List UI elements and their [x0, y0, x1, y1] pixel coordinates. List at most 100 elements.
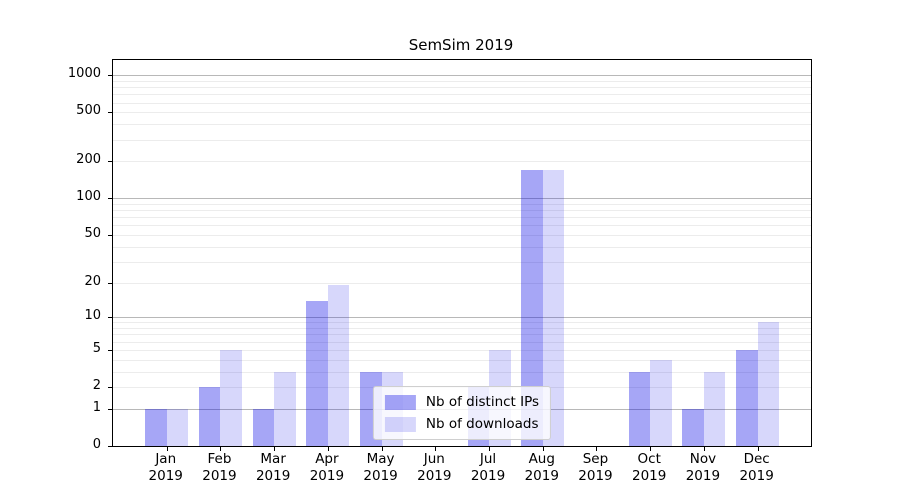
bar-distinct-ips-apr	[306, 300, 328, 446]
legend-label: Nb of downloads	[425, 416, 539, 432]
minor-gridline	[113, 328, 811, 330]
minor-gridline	[113, 210, 811, 212]
legend: Nb of distinct IPs Nb of downloads	[372, 386, 552, 440]
x-tick-label-jul: Jul 2019	[470, 451, 506, 484]
y-tick-label: 1000	[67, 66, 101, 82]
legend-label: Nb of distinct IPs	[425, 394, 540, 410]
y-tick	[108, 317, 112, 319]
bar-downloads-aug	[542, 170, 565, 446]
bar-downloads-mar	[274, 371, 296, 446]
y-tick	[108, 161, 112, 163]
x-tick	[327, 447, 329, 451]
x-tick	[542, 447, 544, 451]
major-gridline	[113, 75, 811, 77]
x-tick-label-apr: Apr 2019	[309, 451, 345, 484]
legend-entry: Nb of downloads	[384, 416, 539, 432]
legend-swatch-distinct-ips	[384, 394, 416, 410]
y-axis-labels: 0 1 2 5 10 20 50 100 200 500 1000	[0, 59, 101, 452]
bar-downloads-oct	[650, 359, 672, 446]
x-tick	[650, 447, 652, 451]
y-tick	[108, 387, 112, 389]
minor-gridline	[113, 371, 811, 373]
x-tick-label-dec: Dec 2019	[739, 451, 774, 484]
x-tick	[381, 447, 383, 451]
bar-distinct-ips-oct	[628, 371, 651, 446]
x-tick-label-aug: Aug 2019	[524, 451, 559, 484]
x-tick-label-jan: Jan 2019	[148, 451, 183, 484]
major-gridline	[113, 317, 811, 319]
minor-gridline	[113, 234, 811, 236]
x-tick	[757, 447, 759, 451]
x-tick	[435, 447, 437, 451]
x-tick-label-sep: Sep 2019	[578, 451, 613, 484]
minor-gridline	[113, 334, 811, 336]
x-axis-labels: Jan 2019 Feb 2019 Mar 2019 Apr 2019 May 2019…	[112, 451, 810, 491]
x-tick-label-may: May 2019	[363, 451, 398, 484]
x-tick-label-oct: Oct 2019	[632, 451, 667, 484]
bar-downloads-feb	[220, 349, 242, 446]
minor-gridline	[113, 341, 811, 343]
bar-distinct-ips-nov	[682, 408, 704, 446]
y-tick	[108, 198, 112, 200]
bar-distinct-ips-feb	[198, 387, 221, 446]
bar-downloads-dec	[757, 322, 780, 446]
minor-gridline	[113, 225, 811, 227]
bar-downloads-nov	[703, 371, 726, 446]
x-tick	[489, 447, 491, 451]
minor-gridline	[113, 80, 811, 82]
y-tick-label: 100	[76, 189, 101, 205]
minor-gridline	[113, 322, 811, 324]
x-tick-label-jun: Jun 2019	[417, 451, 452, 484]
y-tick-label: 20	[84, 273, 101, 289]
minor-gridline	[113, 261, 811, 263]
y-tick	[108, 408, 112, 410]
y-tick	[108, 446, 112, 447]
y-tick	[108, 234, 112, 236]
bar-distinct-ips-jan	[145, 408, 167, 446]
y-tick-label: 5	[92, 340, 101, 356]
major-gridline	[113, 198, 811, 200]
y-tick-label: 500	[76, 103, 101, 119]
minor-gridline	[113, 282, 811, 284]
legend-entry: Nb of distinct IPs	[384, 394, 540, 410]
x-tick	[166, 447, 168, 451]
minor-gridline	[113, 349, 811, 351]
x-tick-label-feb: Feb 2019	[202, 451, 237, 484]
y-tick-label: 1	[92, 399, 101, 415]
minor-gridline	[113, 87, 811, 89]
bar-distinct-ips-mar	[252, 408, 275, 446]
y-tick-label: 10	[84, 308, 101, 324]
minor-gridline	[113, 246, 811, 248]
legend-swatch-downloads	[384, 416, 416, 432]
bar-downloads-jan	[166, 408, 189, 446]
y-tick-label: 50	[84, 225, 101, 241]
minor-gridline	[113, 161, 811, 163]
minor-gridline	[113, 124, 811, 126]
bar-distinct-ips-aug	[521, 170, 543, 446]
x-tick	[703, 447, 705, 451]
x-tick	[220, 447, 222, 451]
bar-distinct-ips-dec	[736, 349, 758, 446]
minor-gridline	[113, 112, 811, 114]
x-tick-label-nov: Nov 2019	[685, 451, 721, 484]
y-tick-label: 200	[76, 152, 101, 168]
minor-gridline	[113, 139, 811, 141]
x-tick	[274, 447, 276, 451]
y-tick-label: 0	[92, 437, 101, 452]
y-tick-label: 2	[92, 378, 101, 394]
minor-gridline	[113, 102, 811, 104]
minor-gridline	[113, 203, 811, 205]
chart-title: SemSim 2019	[408, 36, 514, 54]
minor-gridline	[113, 359, 811, 361]
minor-gridline	[113, 217, 811, 219]
plot-area: Nb of distinct IPs Nb of downloads	[108, 59, 812, 451]
y-tick	[108, 112, 112, 114]
x-tick-label-mar: Mar 2019	[255, 451, 291, 484]
x-tick	[596, 447, 598, 451]
minor-gridline	[113, 94, 811, 96]
bar-downloads-apr	[327, 285, 350, 446]
y-tick	[108, 75, 112, 77]
y-tick	[108, 349, 112, 351]
y-tick	[108, 282, 112, 284]
